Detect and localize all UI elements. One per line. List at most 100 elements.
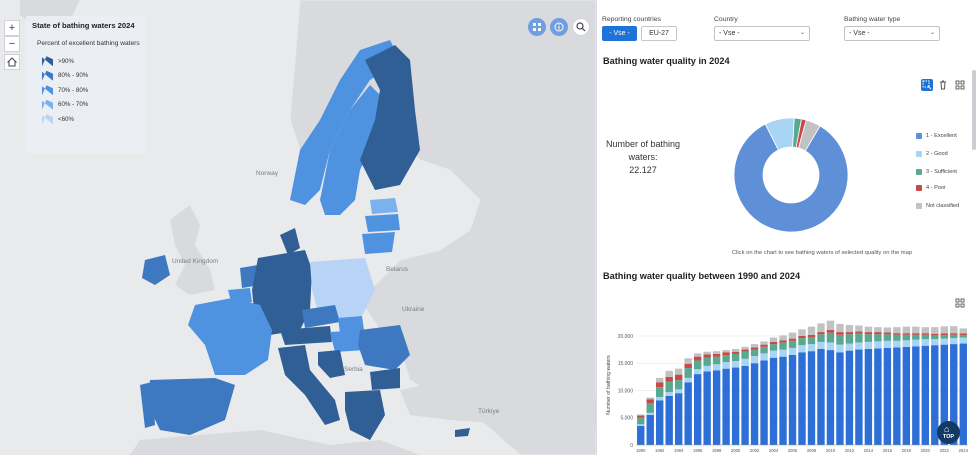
bar-segment[interactable] xyxy=(741,346,749,350)
pie-slice[interactable] xyxy=(733,123,849,233)
bar-segment[interactable] xyxy=(731,349,740,352)
bar-segment[interactable] xyxy=(826,342,835,351)
bar-segment[interactable] xyxy=(817,323,825,333)
bar-segment[interactable] xyxy=(741,349,749,352)
country-spain[interactable] xyxy=(148,378,235,435)
bar-segment[interactable] xyxy=(807,344,816,352)
bar-segment[interactable] xyxy=(760,353,768,361)
bar-segment[interactable] xyxy=(874,327,882,333)
bar-segment[interactable] xyxy=(741,351,749,359)
bar-segment[interactable] xyxy=(912,333,920,335)
bar-segment[interactable] xyxy=(845,343,854,351)
country-denmark[interactable] xyxy=(280,228,300,255)
bar-segment[interactable] xyxy=(760,360,768,445)
country-hungary[interactable] xyxy=(330,330,365,352)
bar-segment[interactable] xyxy=(769,341,778,345)
bar-segment[interactable] xyxy=(902,326,911,334)
bar-segment[interactable] xyxy=(646,415,654,445)
bar-segment[interactable] xyxy=(637,414,645,416)
bar-segment[interactable] xyxy=(788,355,797,445)
country-select[interactable]: - Vse - ⌄ xyxy=(714,26,810,41)
bar-segment[interactable] xyxy=(950,326,958,334)
bar-segment[interactable] xyxy=(656,400,664,445)
country-ireland[interactable] xyxy=(142,255,170,285)
bar-segment[interactable] xyxy=(864,334,873,342)
quality-trend-bar-chart[interactable]: 0 5.000 10.000 15.000 20.000 Number of bathin… xyxy=(600,315,972,455)
bar-segment[interactable] xyxy=(684,368,692,378)
country-portugal[interactable] xyxy=(140,382,155,428)
country-italy[interactable] xyxy=(278,345,340,425)
bar-segment[interactable] xyxy=(646,412,654,415)
bar-segment[interactable] xyxy=(893,333,901,335)
home-button[interactable] xyxy=(4,54,20,70)
bar-segment[interactable] xyxy=(912,346,920,445)
country-austria[interactable] xyxy=(280,326,332,345)
bar-segment[interactable] xyxy=(931,335,939,340)
bar-segment[interactable] xyxy=(769,357,778,445)
bar-segment[interactable] xyxy=(722,352,730,355)
bar-segment[interactable] xyxy=(703,365,711,372)
bar-segment[interactable] xyxy=(693,360,702,370)
pie-legend-item[interactable]: 1 - Excellent xyxy=(916,133,957,139)
bar-segment[interactable] xyxy=(741,365,749,445)
bar-segment[interactable] xyxy=(779,340,787,343)
bar-segment[interactable] xyxy=(912,334,920,340)
bar-segment[interactable] xyxy=(883,332,892,335)
bar-segment[interactable] xyxy=(646,399,654,403)
bar-segment[interactable] xyxy=(950,334,958,339)
country-slovakia[interactable] xyxy=(338,316,364,333)
bar-segment[interactable] xyxy=(693,356,702,361)
bar-segment[interactable] xyxy=(921,339,930,346)
bar-chart-menu-button[interactable] xyxy=(954,297,966,309)
map-canvas[interactable] xyxy=(0,0,596,455)
pie-legend-item[interactable]: 2 - Good xyxy=(916,151,948,157)
info-button[interactable] xyxy=(550,18,568,36)
chart-menu-button[interactable] xyxy=(954,79,966,91)
bar-segment[interactable] xyxy=(684,358,692,364)
bar-segment[interactable] xyxy=(779,349,787,357)
bar-segment[interactable] xyxy=(731,353,740,361)
bar-segment[interactable] xyxy=(722,355,730,363)
bar-segment[interactable] xyxy=(674,380,683,390)
bar-segment[interactable] xyxy=(883,340,892,348)
bar-segment[interactable] xyxy=(855,349,863,445)
bar-segment[interactable] xyxy=(646,403,654,413)
bar-segment[interactable] xyxy=(912,326,920,334)
bar-segment[interactable] xyxy=(656,387,664,397)
bar-segment[interactable] xyxy=(845,334,854,344)
bar-segment[interactable] xyxy=(798,335,806,339)
panel-scrollbar[interactable] xyxy=(972,70,976,445)
bar-segment[interactable] xyxy=(940,326,948,334)
bar-segment[interactable] xyxy=(902,334,911,341)
bar-segment[interactable] xyxy=(931,333,939,336)
bar-segment[interactable] xyxy=(817,332,825,335)
bar-segment[interactable] xyxy=(864,349,873,445)
bar-segment[interactable] xyxy=(779,335,787,341)
bar-segment[interactable] xyxy=(788,340,797,348)
search-button[interactable] xyxy=(572,18,590,36)
bar-segment[interactable] xyxy=(874,334,882,342)
bar-segment[interactable] xyxy=(940,333,948,336)
bar-segment[interactable] xyxy=(637,417,645,425)
bar-segment[interactable] xyxy=(656,382,664,388)
bar-segment[interactable] xyxy=(712,356,721,365)
bar-segment[interactable] xyxy=(845,325,854,333)
bar-segment[interactable] xyxy=(637,425,645,445)
country-france[interactable] xyxy=(188,298,272,375)
bar-segment[interactable] xyxy=(826,329,835,333)
bar-segment[interactable] xyxy=(959,328,967,334)
bar-segment[interactable] xyxy=(769,344,778,351)
bar-segment[interactable] xyxy=(893,347,901,445)
quality-donut-chart[interactable] xyxy=(726,110,856,240)
bar-segment[interactable] xyxy=(798,352,806,445)
country-norway[interactable] xyxy=(290,40,400,205)
bar-segment[interactable] xyxy=(788,347,797,355)
bar-segment[interactable] xyxy=(798,338,806,346)
bar-segment[interactable] xyxy=(665,395,673,445)
bar-segment[interactable] xyxy=(940,335,948,339)
bar-segment[interactable] xyxy=(741,358,749,366)
country-croatia[interactable] xyxy=(318,350,345,378)
bar-segment[interactable] xyxy=(931,345,939,445)
bar-segment[interactable] xyxy=(731,367,740,445)
bar-segment[interactable] xyxy=(902,340,911,347)
